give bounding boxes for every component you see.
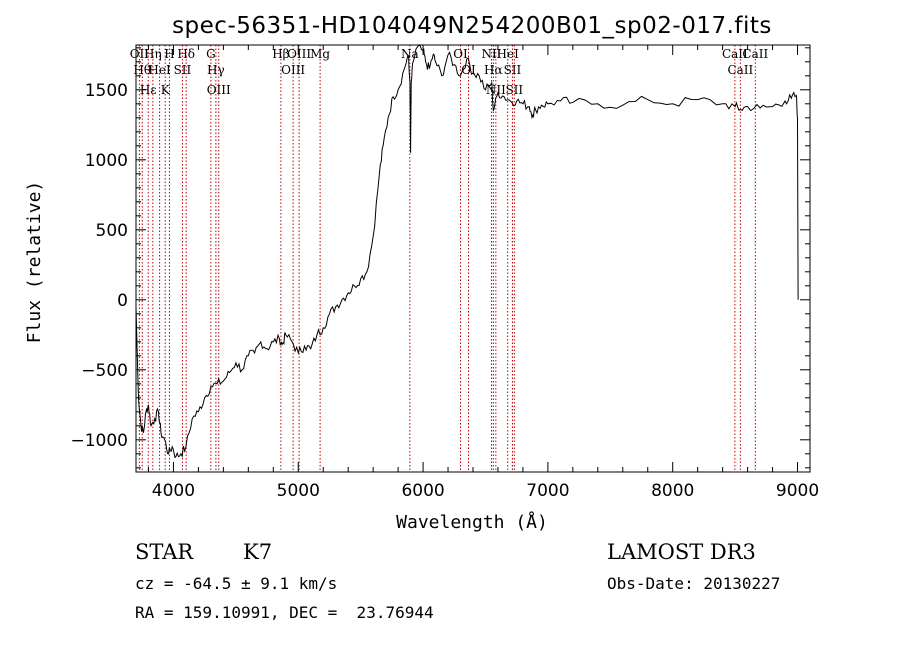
y-tick-label: 0: [117, 291, 128, 311]
line-label: CaII: [742, 47, 768, 61]
line-label: Hδ: [177, 47, 195, 61]
line-label: OII: [130, 47, 150, 61]
x-tick-label: 7000: [526, 481, 569, 501]
line-label: HeI: [497, 47, 520, 61]
x-tick-label: 9000: [776, 481, 819, 501]
line-label: CaII: [722, 47, 748, 61]
line-label: SII: [504, 63, 522, 77]
line-label: SII: [505, 83, 523, 97]
y-axis-ticks: −1000 −500 0 500 1000 1500: [70, 47, 810, 469]
line-label: Hθ: [133, 63, 151, 77]
y-tick-label: −1000: [70, 431, 128, 451]
spectrum-line: [135, 44, 799, 459]
object-subclass: K7: [243, 540, 273, 564]
line-label: OIII: [281, 63, 305, 77]
y-axis-label: Flux (relative): [24, 181, 45, 344]
x-tick-label: 5000: [277, 481, 320, 501]
line-label: Mg: [310, 47, 330, 61]
line-label: OIII: [207, 83, 231, 97]
y-tick-label: 1000: [85, 151, 128, 171]
x-tick-label: 8000: [651, 481, 694, 501]
line-label: G: [206, 47, 216, 61]
emission-line-markers: [138, 45, 756, 472]
line-label: H: [164, 47, 174, 61]
line-label: Hγ: [207, 63, 225, 77]
line-label: Hα: [484, 63, 503, 77]
chart-title: spec-56351-HD104049N254200B01_sp02-017.f…: [172, 13, 772, 39]
ra-dec-coordinates: RA = 159.10991, DEC = 23.76944: [135, 603, 434, 622]
object-class: STAR: [135, 540, 194, 564]
x-axis-label: Wavelength (Å): [396, 511, 548, 533]
plot-frame: [135, 44, 811, 473]
redshift-cz: cz = -64.5 ± 9.1 km/s: [135, 574, 338, 593]
line-label: NII: [486, 83, 506, 97]
line-label: CaII: [727, 63, 753, 77]
observation-date: Obs-Date: 20130227: [607, 574, 781, 593]
line-label: Hη: [144, 47, 162, 61]
line-label: Hε: [140, 83, 157, 97]
survey-name: LAMOST DR3: [607, 540, 756, 564]
line-label: OIII: [287, 47, 311, 61]
y-tick-label: 1500: [85, 81, 128, 101]
line-label: NII: [481, 47, 501, 61]
line-label: Hβ: [272, 47, 289, 61]
line-label: SII: [174, 63, 192, 77]
line-label: HeI: [148, 63, 171, 77]
y-tick-label: 500: [96, 221, 128, 241]
line-label: OI: [453, 47, 468, 61]
x-tick-label: 4000: [152, 481, 195, 501]
x-tick-label: 6000: [401, 481, 444, 501]
line-label: K: [161, 83, 171, 97]
x-axis-ticks: 4000 5000 6000 7000 8000 9000: [147, 45, 819, 501]
y-tick-label: −500: [81, 361, 128, 381]
